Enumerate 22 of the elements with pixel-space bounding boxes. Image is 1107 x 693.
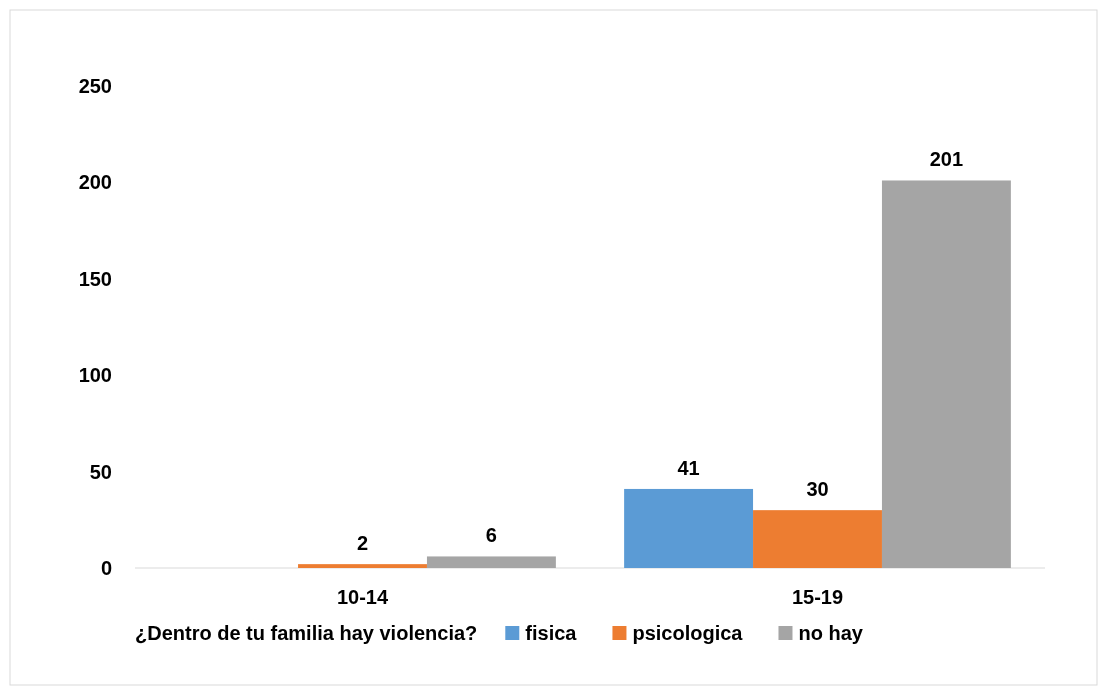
y-tick-label: 150: [78, 267, 112, 290]
bar: [426, 556, 556, 568]
bar: [624, 488, 754, 568]
x-tick-label: 15-19: [791, 586, 844, 609]
bar: [298, 564, 427, 568]
y-tick-label: 100: [78, 364, 112, 387]
data-label: 201: [929, 148, 964, 171]
legend-title: ¿Dentro de tu familia hay violencia?: [135, 622, 478, 644]
y-tick-label: 0: [100, 556, 112, 579]
data-label: 41: [677, 456, 700, 479]
legend-label: psicologica: [632, 622, 744, 644]
legend-label: no hay: [798, 622, 864, 644]
y-tick-label: 200: [78, 171, 112, 194]
y-tick-label: 50: [89, 460, 112, 483]
y-tick-label: 250: [78, 74, 112, 97]
data-label: 2: [356, 532, 369, 555]
legend-label: fisica: [525, 622, 578, 644]
x-tick-label: 10-14: [336, 586, 389, 609]
bar: [753, 510, 882, 568]
data-label: 6: [485, 524, 497, 547]
data-label: 30: [806, 478, 829, 501]
bar: [881, 180, 1011, 568]
